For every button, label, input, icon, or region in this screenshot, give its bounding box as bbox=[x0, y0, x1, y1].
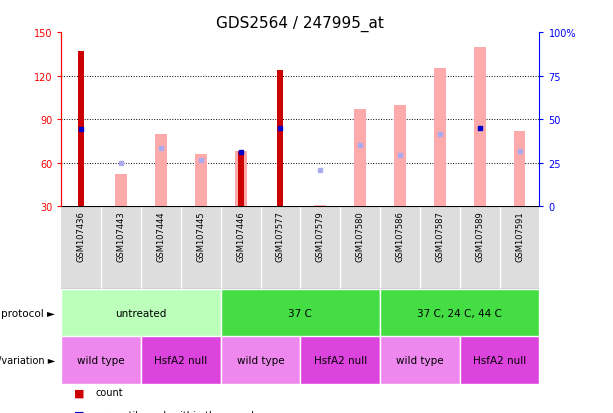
Text: GSM107587: GSM107587 bbox=[435, 211, 444, 261]
Text: GSM107577: GSM107577 bbox=[276, 211, 285, 261]
Text: wild type: wild type bbox=[396, 355, 444, 366]
Text: genotype/variation ►: genotype/variation ► bbox=[0, 355, 55, 366]
Text: GSM107444: GSM107444 bbox=[156, 211, 166, 261]
Text: 37 C: 37 C bbox=[289, 308, 312, 318]
Title: GDS2564 / 247995_at: GDS2564 / 247995_at bbox=[216, 16, 384, 32]
Bar bbox=[434, 69, 446, 206]
Bar bbox=[300, 337, 380, 384]
Bar bbox=[474, 47, 485, 206]
Text: GSM107445: GSM107445 bbox=[196, 211, 205, 261]
Text: GSM107443: GSM107443 bbox=[116, 211, 126, 261]
Bar bbox=[380, 337, 460, 384]
Bar bbox=[141, 337, 221, 384]
Bar bbox=[394, 105, 406, 206]
Text: GSM107589: GSM107589 bbox=[475, 211, 484, 261]
Bar bbox=[195, 154, 207, 206]
Text: GSM107586: GSM107586 bbox=[395, 211, 405, 261]
Bar bbox=[235, 152, 246, 206]
Bar bbox=[314, 205, 326, 206]
Text: ■: ■ bbox=[74, 387, 84, 397]
Text: untreated: untreated bbox=[115, 308, 167, 318]
Bar bbox=[221, 289, 380, 337]
Bar bbox=[380, 289, 539, 337]
Text: GSM107436: GSM107436 bbox=[77, 211, 86, 261]
Text: GSM107580: GSM107580 bbox=[356, 211, 365, 261]
Text: HsfA2 null: HsfA2 null bbox=[314, 355, 367, 366]
Text: protocol ►: protocol ► bbox=[1, 308, 55, 318]
Text: GSM107446: GSM107446 bbox=[236, 211, 245, 261]
Bar bbox=[115, 175, 127, 206]
Text: wild type: wild type bbox=[237, 355, 284, 366]
Text: GSM107591: GSM107591 bbox=[515, 211, 524, 261]
Bar bbox=[78, 52, 84, 206]
Bar bbox=[460, 337, 539, 384]
Text: HsfA2 null: HsfA2 null bbox=[473, 355, 526, 366]
Bar bbox=[61, 289, 221, 337]
Bar bbox=[514, 131, 525, 206]
Bar bbox=[278, 71, 283, 206]
Text: GSM107579: GSM107579 bbox=[316, 211, 325, 261]
Bar bbox=[238, 152, 243, 206]
Bar bbox=[354, 109, 366, 206]
Bar bbox=[221, 337, 300, 384]
Bar bbox=[155, 134, 167, 206]
Bar bbox=[61, 337, 141, 384]
Text: percentile rank within the sample: percentile rank within the sample bbox=[95, 410, 260, 413]
Text: HsfA2 null: HsfA2 null bbox=[154, 355, 207, 366]
Text: 37 C, 24 C, 44 C: 37 C, 24 C, 44 C bbox=[417, 308, 502, 318]
Text: count: count bbox=[95, 387, 123, 397]
Text: wild type: wild type bbox=[77, 355, 125, 366]
Text: ■: ■ bbox=[74, 410, 84, 413]
